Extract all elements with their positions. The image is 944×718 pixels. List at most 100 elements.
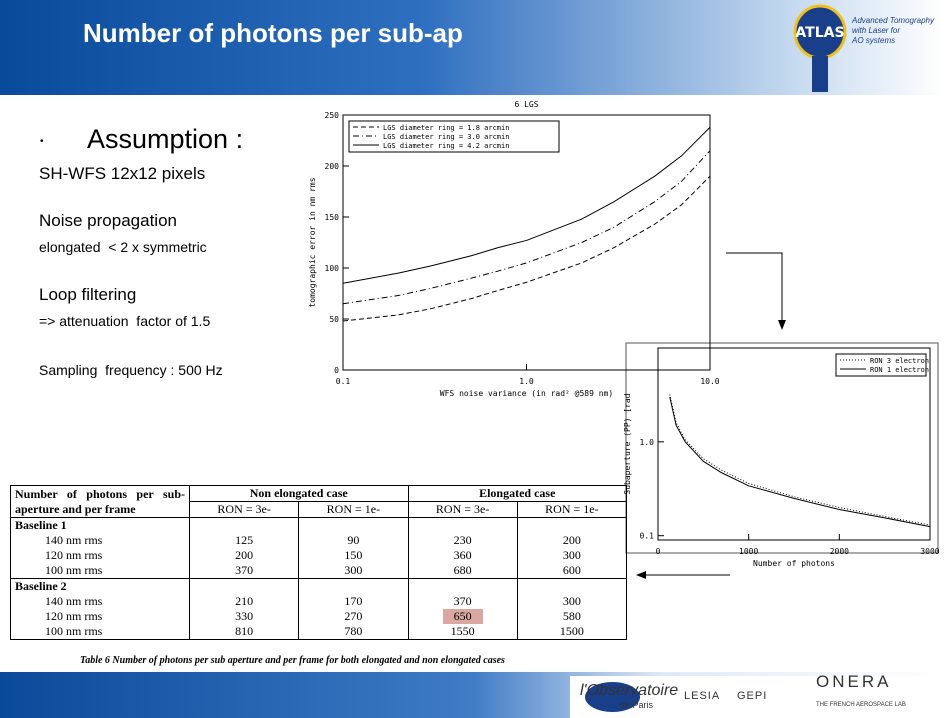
table-cell: 1500: [516, 624, 628, 640]
table-row: 140 nm rms 210 170 370 300: [10, 594, 628, 609]
legend-label: RON 1 electron: [870, 366, 929, 374]
onera-sub: THE FRENCH AEROSPACE LAB: [816, 702, 906, 708]
onera: ONERA: [816, 672, 892, 691]
table-row: 120 nm rms 200 150 360 300: [10, 548, 628, 563]
table-cell: [188, 578, 300, 594]
table-cell: 210: [188, 594, 300, 609]
table-row: Baseline 2: [10, 578, 628, 594]
table-cell: 370: [188, 563, 300, 579]
table-cell: 300: [298, 563, 409, 579]
logo-caption: Advanced Tomography: [852, 16, 934, 25]
table-cell: RON = 1e-: [516, 501, 628, 518]
text-line: Noise propagation: [39, 211, 177, 230]
legend-label: LGS diameter ring = 4.2 arcmin: [383, 142, 509, 150]
table-row: RON = 3e- RON = 1e- RON = 3e- RON = 1e-: [11, 501, 628, 518]
legend-label: RON 3 electron: [870, 357, 929, 365]
series-line: [669, 396, 931, 528]
table: Number of photons per sub-aperture and p…: [10, 485, 628, 640]
table-cell: 600: [516, 563, 628, 579]
text-line: SH-WFS 12x12 pixels: [39, 164, 206, 183]
table-cell: 270: [298, 609, 409, 624]
table-cell: 140 nm rms: [10, 594, 190, 609]
x-axis-label: WFS noise variance (in rad² @589 nm): [440, 389, 613, 398]
table-row: 100 nm rms 810 780 1550 1500: [10, 624, 628, 640]
x-tick-label: 3000: [920, 547, 939, 556]
table-cell: 120 nm rms: [10, 548, 190, 563]
table-cell: 140 nm rms: [10, 533, 190, 548]
table-cell: Baseline 2: [10, 578, 190, 594]
legend-label: LGS diameter ring = 3.0 arcmin: [383, 133, 509, 141]
table-cell: Number of photons per sub-aperture and p…: [10, 485, 190, 518]
arrow: [726, 252, 783, 322]
series-line: [342, 175, 711, 322]
table-cell: 650: [407, 609, 518, 624]
table-cell: [298, 517, 409, 533]
table-caption: Table 6 Number of photons per sub apertu…: [80, 655, 505, 666]
table-cell: [407, 578, 518, 594]
table-cell: 300: [516, 548, 628, 563]
table-wrap: Number of photons per sub-aperture and p…: [10, 485, 628, 640]
logo-text: ATLAS: [795, 25, 844, 41]
plot-area: [657, 347, 931, 541]
x-tick-label: 2000: [830, 547, 849, 556]
series-line: [342, 126, 711, 284]
table-row: 120 nm rms 330 270 650 580: [10, 609, 628, 624]
table-row: 100 nm rms 370 300 680 600: [10, 563, 628, 579]
slide-title: Number of photons per sub-ap: [83, 18, 463, 48]
table-cell: 580: [516, 609, 628, 624]
heading: Assumption :: [87, 124, 244, 154]
table-cell: [407, 517, 518, 533]
table-cell: RON = 3e-: [407, 501, 518, 518]
table-cell: [516, 578, 628, 594]
table-cell: 230: [407, 533, 518, 548]
y-tick-label: 100: [325, 264, 340, 273]
x-tick-label: 1.0: [519, 377, 534, 386]
y-axis-label: Subaperture (PP) [rad: [623, 393, 632, 494]
table-cell: 360: [407, 548, 518, 563]
table-cell: [298, 578, 409, 594]
table-cell: 100 nm rms: [10, 624, 190, 640]
table-row: Baseline 1: [10, 517, 628, 533]
text-line: => attenuation factor of 1.5: [39, 313, 211, 329]
table-cell: 125: [188, 533, 300, 548]
table-cell: 200: [516, 533, 628, 548]
logo-caption: with Laser for: [852, 26, 901, 35]
table-cell: [516, 517, 628, 533]
text-line: elongated < 2 x symmetric: [39, 239, 207, 255]
x-tick-label: 1000: [739, 547, 758, 556]
y-tick-label: 0.1: [640, 532, 655, 541]
legend-label: LGS diameter ring = 1.8 arcmin: [383, 124, 509, 132]
x-tick-label: 10.0: [700, 377, 719, 386]
charts: 6 LGS 0.1 1.0 10.0 0 50 100 150 200 250 WFS noise …: [308, 100, 940, 579]
y-tick-label: 150: [325, 213, 340, 222]
table-cell: Baseline 1: [10, 517, 190, 533]
table-cell: Elongated case: [407, 485, 627, 502]
atlas-logo: ATLAS: [793, 4, 847, 92]
table-cell: 1550: [407, 624, 518, 640]
table-cell: [188, 517, 300, 533]
x-axis-label: Number of photons: [753, 559, 835, 568]
table-cell: RON = 3e-: [188, 501, 300, 518]
y-tick-label: 0: [334, 366, 339, 375]
gepi: GEPI: [737, 690, 768, 702]
chart-title: 6 LGS: [514, 100, 538, 109]
table-cell: 200: [188, 548, 300, 563]
y-tick-label: 1.0: [640, 438, 655, 447]
x-tick-label: 0: [656, 547, 661, 556]
y-tick-label: 200: [325, 162, 340, 171]
table-cell: 100 nm rms: [10, 563, 190, 579]
y-axis-label: tomographic error in nm rms: [308, 177, 317, 307]
text-line: Sampling frequency : 500 Hz: [39, 362, 223, 378]
table-cell: 120 nm rms: [10, 609, 190, 624]
table-cell: Non elongated case: [189, 485, 409, 502]
table-cell: 370: [407, 594, 518, 609]
obs-sub: de Paris: [620, 700, 654, 710]
lesia: LESIA: [684, 690, 721, 702]
table-cell: 780: [298, 624, 409, 640]
text-line: Loop filtering: [39, 285, 137, 304]
table-row: Number of photons per sub-aperture and p…: [10, 485, 627, 518]
obs-text: l'Observatoire: [580, 682, 679, 699]
obs-logo: [585, 682, 640, 712]
table-cell: 300: [516, 594, 628, 609]
